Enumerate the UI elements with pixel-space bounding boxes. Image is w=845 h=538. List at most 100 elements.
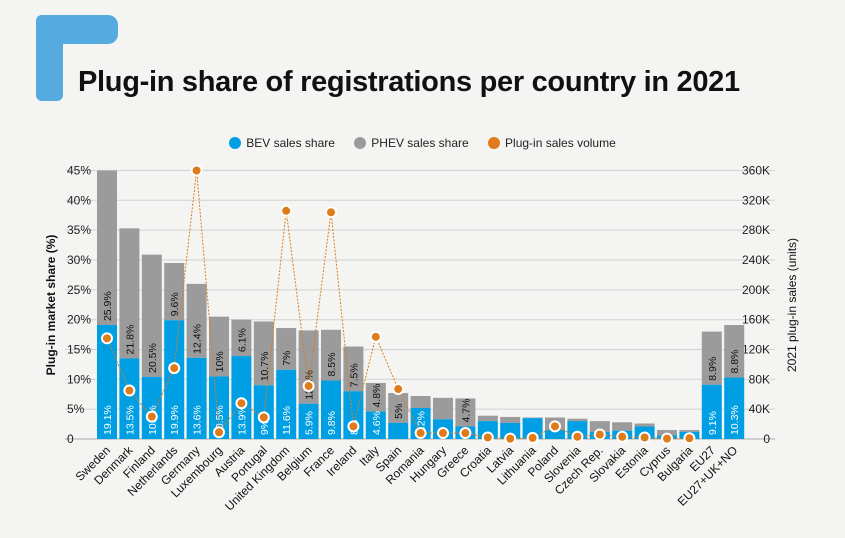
volume-point: [369, 330, 382, 343]
y-tick-label: 45%: [67, 164, 91, 178]
y-tick-label: 0: [67, 432, 74, 446]
y2-tick-label: 320K: [742, 193, 770, 207]
bar-phev: [410, 396, 431, 408]
bar-phev: [701, 331, 722, 385]
bar-phev: [589, 421, 610, 432]
bar-phev: [321, 329, 341, 381]
logo-mark-top: [36, 15, 118, 44]
bar-label-bev: 19.1%: [102, 405, 114, 435]
legend-item-volume: Plug-in sales volume: [488, 136, 616, 150]
bar-label-phev: 10%: [214, 351, 226, 372]
volume-point: [683, 432, 696, 445]
bar-phev: [141, 254, 162, 377]
bar-phev: [433, 397, 453, 420]
volume-point: [257, 411, 270, 424]
bar-bev: [724, 377, 745, 439]
y2-tick-label: 360K: [742, 164, 770, 178]
bar-phev: [164, 262, 185, 321]
bar-label-bev: 11.6%: [281, 406, 293, 435]
volume-point: [280, 204, 293, 217]
legend-item-phev: PHEV sales share: [354, 136, 469, 150]
y2-axis-label: 2021 plug-in sales (units): [785, 238, 799, 372]
bar-label-phev: 4.7%: [460, 399, 472, 423]
bar-phev: [365, 382, 386, 412]
bar-phev: [231, 319, 252, 357]
bar-label-phev: 9.6%: [169, 292, 181, 316]
legend-item-bev: BEV sales share: [229, 136, 335, 150]
bar-label-phev: 8.8%: [729, 350, 741, 374]
volume-point: [593, 428, 606, 441]
y2-tick-label: 240K: [742, 253, 770, 267]
y-tick-label: 30%: [67, 253, 91, 267]
bar-label-bev: 13.6%: [192, 405, 204, 435]
legend-swatch: [354, 137, 367, 149]
volume-point: [235, 397, 248, 410]
bar-label-phev: 8.9%: [707, 357, 719, 381]
volume-point: [638, 431, 651, 444]
bar-phev: [477, 415, 498, 422]
bar-phev: [500, 416, 521, 423]
bar-label-bev: 13.5%: [124, 405, 136, 435]
bar-bev: [209, 376, 229, 439]
bar-label-bev: 5.9%: [304, 411, 316, 435]
bar-phev: [634, 423, 655, 427]
bar-bev: [500, 422, 521, 439]
y-tick-label: 15%: [67, 343, 91, 357]
bar-phev: [522, 417, 543, 419]
volume-point: [661, 432, 673, 445]
bar-label-phev: 6.1%: [236, 328, 248, 352]
y-tick-label: 20%: [67, 313, 91, 327]
volume-point: [392, 383, 405, 396]
bar-label-phev: 10.7%: [259, 352, 271, 382]
bar-bev: [522, 418, 543, 439]
bar-phev: [455, 398, 476, 427]
bar-label-bev: 9.8%: [326, 411, 338, 435]
bar-phev: [276, 328, 297, 370]
y-tick-label: 10%: [67, 372, 91, 386]
bar-bev: [321, 380, 341, 439]
y-tick-label: 25%: [67, 283, 91, 297]
bar-label-phev: 8.5%: [326, 353, 338, 377]
y-tick-label: 35%: [67, 223, 91, 237]
bar-phev: [186, 283, 207, 358]
bar-bev: [97, 325, 117, 439]
volume-point: [123, 384, 136, 397]
bar-bev: [186, 357, 207, 439]
bar-label-phev: 12.4%: [192, 324, 204, 354]
volume-point: [190, 164, 203, 177]
bar-label-phev: 20.5%: [147, 343, 159, 373]
bar-phev: [119, 228, 140, 359]
bar-bev: [365, 411, 386, 439]
bar-label-phev: 5%: [393, 404, 405, 419]
bar-phev: [679, 430, 700, 432]
legend-label: Plug-in sales volume: [505, 136, 616, 150]
bar-label-phev: 25.9%: [102, 291, 114, 321]
bar-bev: [388, 422, 409, 439]
legend-label: PHEV sales share: [371, 136, 469, 150]
y-tick-label: 5%: [67, 402, 85, 416]
legend-swatch: [488, 137, 501, 149]
bar-phev: [612, 422, 633, 431]
bar-bev: [545, 430, 565, 439]
bar-bev: [701, 384, 722, 439]
bar-label-phev: 4.8%: [371, 384, 383, 408]
legend-swatch: [229, 137, 242, 149]
bar-bev: [141, 376, 162, 439]
bar-label-bev: 4.6%: [371, 411, 383, 435]
bar-phev: [209, 316, 229, 377]
volume-point: [145, 410, 158, 423]
y2-tick-label: 200K: [742, 283, 770, 297]
volume-point: [616, 430, 629, 443]
volume-point: [168, 362, 181, 375]
bar-phev: [388, 393, 409, 423]
y2-tick-label: 40K: [749, 402, 770, 416]
volume-point: [437, 427, 449, 440]
y2-tick-label: 160K: [742, 313, 770, 327]
volume-point: [571, 430, 584, 443]
volume-point: [549, 420, 561, 433]
bar-label-phev: 7%: [281, 351, 293, 366]
y-tick-label: 40%: [67, 193, 91, 207]
bar-bev: [298, 403, 319, 439]
y2-tick-label: 120K: [742, 343, 770, 357]
